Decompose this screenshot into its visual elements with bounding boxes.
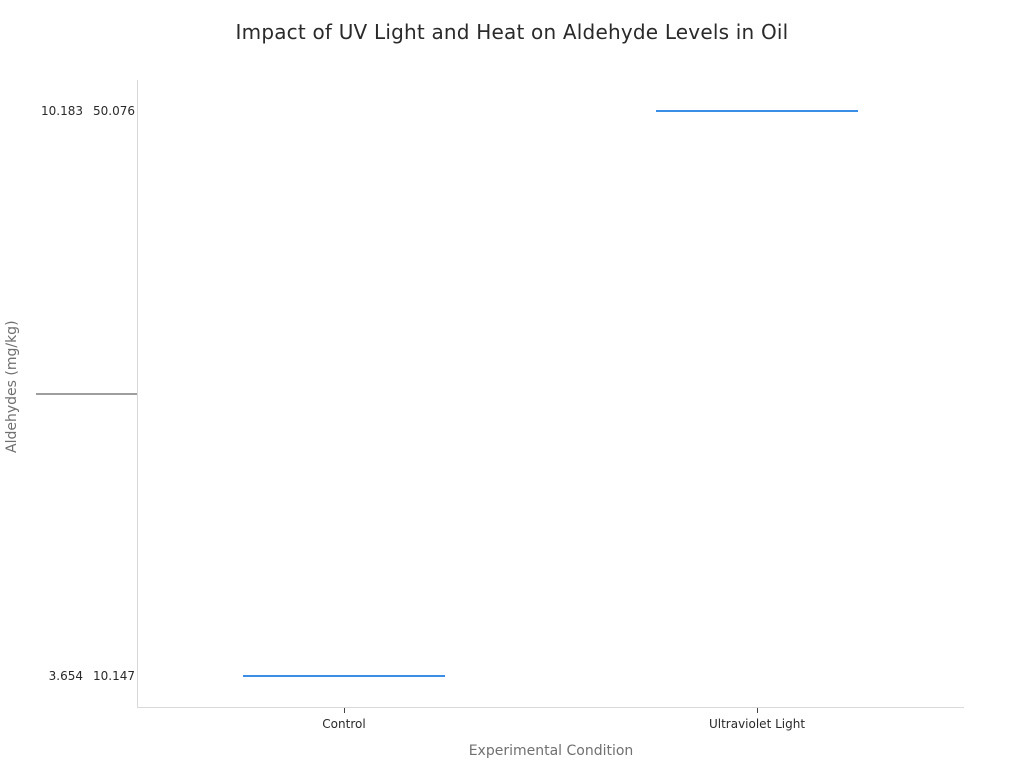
chart-title: Impact of UV Light and Heat on Aldehyde … (235, 20, 789, 44)
y-axis-marker (36, 393, 137, 395)
x-axis-line (137, 707, 964, 708)
box-control[interactable] (243, 675, 445, 677)
y-axis-line (137, 80, 138, 708)
y-axis-label: Aldehydes (mg/kg) (4, 320, 20, 453)
y-tick-top: 10.183 50.076 (41, 104, 135, 118)
x-tick-mark-control (344, 708, 345, 713)
x-tick-mark-uv (757, 708, 758, 713)
x-tick-control: Control (322, 717, 366, 731)
box-ultraviolet-light[interactable] (656, 110, 858, 112)
x-axis-label: Experimental Condition (468, 743, 634, 759)
x-tick-ultraviolet-light: Ultraviolet Light (708, 717, 806, 731)
y-tick-bottom: 3.654 10.147 (48, 669, 135, 683)
